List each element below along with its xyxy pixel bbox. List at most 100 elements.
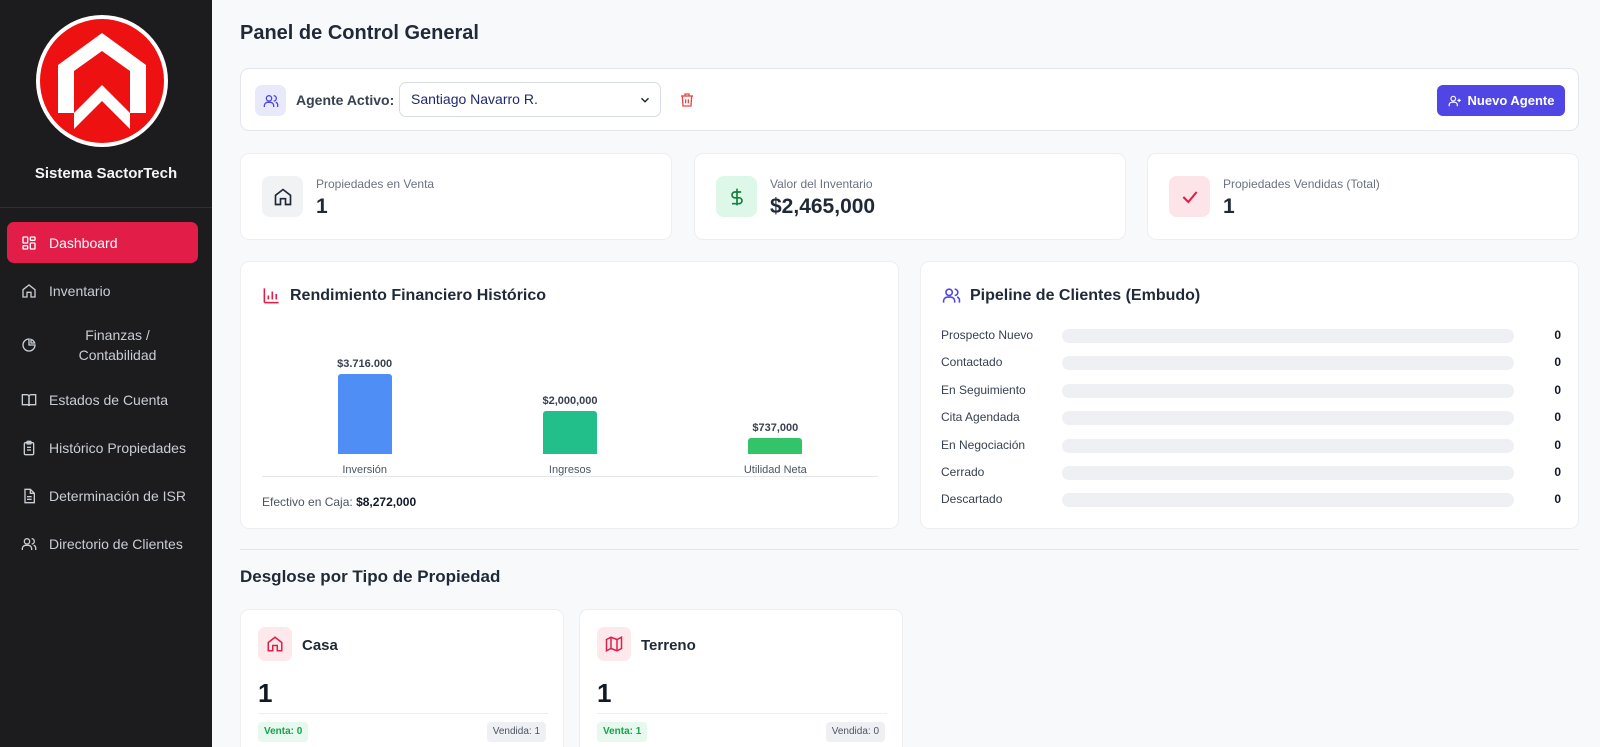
sale-badge: Venta: 0 [258, 722, 309, 742]
bar-chart-icon [263, 288, 279, 304]
dashboard-icon [22, 235, 36, 250]
pipeline-progress-track [1062, 493, 1514, 508]
sidebar-item-clientes[interactable]: Directorio de Clientes [7, 523, 198, 564]
pipeline-row: Descartado 0 [941, 492, 1561, 519]
sidebar-item-label: Directorio de Clientes [49, 535, 183, 552]
pipeline-title-text: Pipeline de Clientes (Embudo) [970, 286, 1201, 304]
sidebar-divider [0, 207, 212, 208]
sidebar-item-estados-cuenta[interactable]: Estados de Cuenta [7, 379, 198, 420]
home-icon [258, 627, 292, 661]
sold-badge: Vendida: 1 [486, 722, 546, 742]
sold-badge: Vendida: 0 [825, 722, 885, 742]
agent-select-value: Santiago Navarro R. [411, 91, 538, 107]
financial-card: Rendimiento Financiero Histórico $3.716.… [240, 261, 899, 529]
sidebar-item-inventario[interactable]: Inventario [7, 270, 198, 311]
pipeline-progress-track [1062, 383, 1514, 398]
pie-chart-icon [22, 338, 36, 352]
pipeline-progress-track [1062, 438, 1514, 453]
pipeline-row: Prospecto Nuevo 0 [941, 328, 1561, 355]
check-icon [1169, 176, 1210, 217]
stat-card-en-venta: Propiedades en Venta 1 [240, 153, 672, 240]
sidebar-item-label: Histórico Propiedades [49, 439, 186, 456]
type-card-terreno: Terreno 1 Venta: 1 Vendida: 0 [579, 609, 903, 747]
main-content: Panel de Control General Agente Activo: … [212, 0, 1600, 747]
brand-logo [34, 13, 170, 149]
sidebar-item-label: Estados de Cuenta [49, 391, 169, 408]
bar-value-label: $3.716.000 [337, 358, 393, 370]
pipeline-stage-count: 0 [1554, 492, 1561, 507]
type-divider [597, 713, 887, 714]
sidebar-item-label: Inventario [49, 282, 111, 299]
chevron-down-icon [640, 97, 650, 103]
pipeline-stage-count: 0 [1554, 410, 1561, 425]
bar-group: $737,000 Utilidad Neta [725, 324, 825, 484]
financial-title-text: Rendimiento Financiero Histórico [290, 286, 547, 304]
users-icon [21, 537, 37, 550]
agent-label: Agente Activo: [296, 92, 395, 108]
trash-icon[interactable] [679, 92, 695, 108]
pipeline-progress-track [1062, 356, 1514, 371]
sidebar-item-finanzas[interactable]: Finanzas / Contabilidad [7, 318, 198, 372]
users-icon [942, 288, 961, 303]
stat-value: $2,465,000 [770, 195, 876, 218]
bar[interactable] [543, 411, 597, 454]
new-agent-label: Nuevo Agente [1467, 93, 1555, 108]
pipeline-stage-count: 0 [1554, 437, 1561, 452]
sidebar-item-label: Determinación de ISR [49, 487, 186, 504]
pipeline-stage-name: Cita Agendada [941, 410, 1020, 425]
page-title: Panel de Control General [240, 22, 479, 44]
pipeline-stage-name: Cerrado [941, 464, 985, 479]
new-agent-button[interactable]: Nuevo Agente [1437, 85, 1565, 116]
chart-divider [262, 476, 878, 477]
financial-title: Rendimiento Financiero Histórico [262, 286, 546, 305]
sidebar-item-isr[interactable]: Determinación de ISR [7, 475, 198, 516]
bar-group: $2,000,000 Ingresos [520, 324, 620, 484]
sidebar-item-label: Finanzas / Contabilidad [78, 327, 157, 363]
bar-group: $3.716.000 Inversión [315, 324, 415, 484]
section-divider [240, 549, 1579, 550]
stat-card-inventario: Valor del Inventario $2,465,000 [694, 153, 1126, 240]
pipeline-stage-name: Descartado [941, 492, 1003, 507]
sidebar-item-historico[interactable]: Histórico Propiedades [7, 427, 198, 468]
type-divider [258, 713, 548, 714]
type-count: 1 [597, 678, 612, 708]
sidebar-item-label: Dashboard [49, 234, 118, 251]
sidebar: Sistema SactorTech Dashboard Inventario … [0, 0, 212, 747]
document-icon [24, 488, 35, 503]
pipeline-stage-count: 0 [1554, 382, 1561, 397]
bar-category-label: Inversión [342, 464, 387, 476]
type-card-casa: Casa 1 Venta: 0 Vendida: 1 [240, 609, 564, 747]
stat-label: Propiedades en Venta [316, 177, 435, 191]
bar[interactable] [748, 438, 803, 454]
brand-name: Sistema SactorTech [34, 165, 178, 182]
agent-select[interactable]: Santiago Navarro R. [399, 82, 661, 117]
bar-value-label: $737,000 [752, 422, 799, 434]
pipeline-stage-count: 0 [1554, 328, 1561, 342]
sidebar-item-dashboard[interactable]: Dashboard [7, 222, 198, 263]
cash-summary: Efectivo en Caja: $8,272,000 [262, 495, 416, 509]
pipeline-progress-track [1062, 329, 1514, 343]
clipboard-icon [23, 440, 35, 455]
pipeline-progress-track [1062, 465, 1514, 480]
pipeline-row: Cerrado 0 [941, 465, 1561, 492]
bar-category-label: Ingresos [548, 464, 592, 476]
pipeline-row: Cita Agendada 0 [941, 410, 1561, 437]
stat-label: Valor del Inventario [770, 177, 873, 191]
pipeline-stages: Prospecto Nuevo 0 Contactado 0 En Seguimient… [941, 328, 1561, 520]
pipeline-row: Contactado 0 [941, 355, 1561, 382]
type-name: Terreno [641, 637, 696, 654]
pipeline-stage-name: Prospecto Nuevo [941, 328, 1034, 342]
bar[interactable] [337, 374, 392, 454]
pipeline-stage-count: 0 [1554, 464, 1561, 479]
sale-badge: Venta: 1 [597, 722, 648, 742]
pipeline-progress-track [1062, 411, 1514, 426]
breakdown-title: Desglose por Tipo de Propiedad [240, 567, 501, 586]
cash-value: $8,272,000 [356, 495, 417, 509]
user-plus-icon [1448, 95, 1461, 106]
stat-label: Propiedades Vendidas (Total) [1223, 177, 1380, 191]
cash-label: Efectivo en Caja: [262, 495, 353, 509]
pipeline-stage-name: En Negociación [941, 437, 1026, 452]
book-icon [21, 393, 37, 406]
map-icon [597, 627, 631, 661]
pipeline-stage-count: 0 [1554, 355, 1561, 370]
